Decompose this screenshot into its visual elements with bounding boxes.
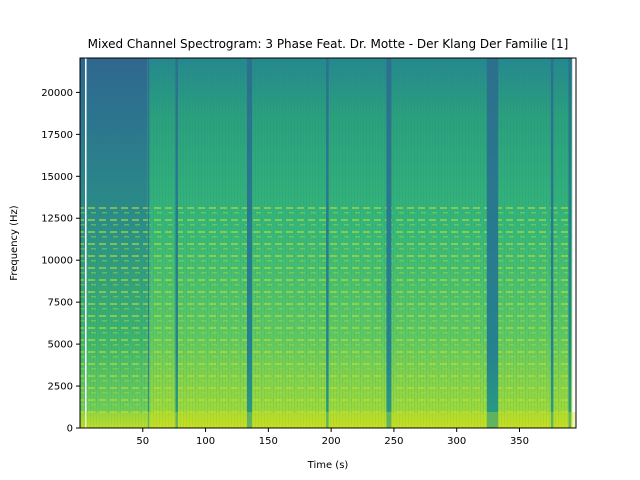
spectrogram-end-gap	[572, 58, 576, 428]
x-tick-label: 350	[510, 436, 529, 447]
y-tick-label: 10000	[41, 256, 73, 267]
quiet-strip	[550, 58, 554, 428]
spectrogram-plot-area	[80, 58, 576, 428]
chart-title: Mixed Channel Spectrogram: 3 Phase Feat.…	[88, 37, 569, 51]
quiet-strip	[247, 58, 253, 428]
spectrogram-gap	[85, 58, 87, 428]
y-tick-label: 5000	[48, 340, 73, 351]
x-tick-label: 300	[447, 436, 466, 447]
x-tick-label: 100	[196, 436, 215, 447]
y-tick-label: 12500	[41, 214, 73, 225]
y-axis: 0 2500 5000 7500 10000 12500 15000 17500 20000	[41, 88, 80, 435]
quiet-strip	[147, 58, 150, 428]
quiet-strip	[326, 58, 329, 428]
spectrogram-quiet-strips	[85, 58, 576, 428]
plot-frame	[79, 57, 577, 429]
y-tick-label: 7500	[48, 298, 73, 309]
x-tick-label: 250	[384, 436, 403, 447]
y-tick-label: 2500	[48, 382, 73, 393]
y-tick-label: 15000	[41, 172, 73, 183]
x-axis: 50 100 150 200 250 300 350	[136, 428, 529, 447]
x-tick-label: 200	[322, 436, 341, 447]
x-axis-label: Time (s)	[307, 460, 349, 471]
quiet-strip	[486, 58, 499, 428]
quiet-strip	[386, 58, 392, 428]
x-tick-label: 150	[259, 436, 278, 447]
spectrogram-bass-band	[80, 412, 576, 428]
quiet-strip	[568, 58, 571, 428]
y-tick-label: 0	[67, 424, 73, 435]
quiet-strip	[175, 58, 178, 428]
y-tick-label: 20000	[41, 88, 73, 99]
y-tick-label: 17500	[41, 130, 73, 141]
y-axis-label: Frequency (Hz)	[9, 205, 20, 281]
x-tick-label: 50	[136, 436, 149, 447]
